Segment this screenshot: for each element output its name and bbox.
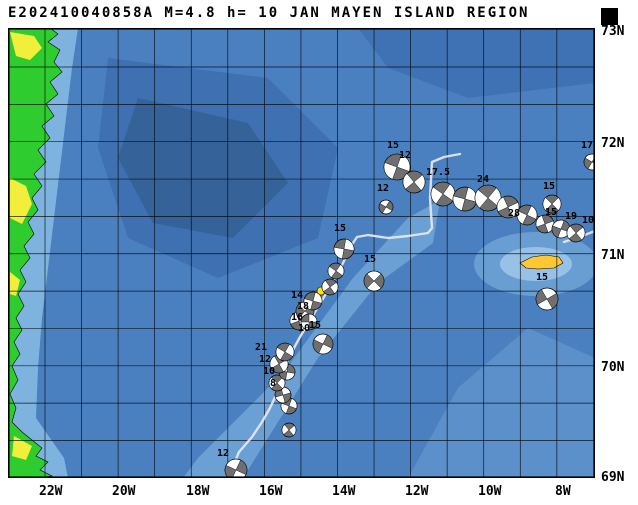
beachball-quadrants [474,187,502,209]
lat-label: 70N [601,360,625,375]
land-highland-patch [10,272,20,296]
beachball-quadrants [321,280,339,294]
land-highland-patch [10,32,42,60]
map-frame: 12 15 15 15 12 15 17.5 24 28 15 15 19 10 17 15 12 21 12 10… [8,28,595,478]
lon-label: 14W [332,484,356,499]
beachball [327,262,345,280]
beachball [224,458,248,478]
beachball [312,333,334,355]
depth-label: 15 [334,223,346,234]
beachball [516,204,538,226]
depth-label: 10 [582,215,594,226]
beachball [535,214,555,234]
depth-label: 28 [508,208,520,219]
lat-label: 72N [601,136,625,151]
map-border [8,28,595,478]
beachball-quadrants [535,289,559,309]
deep-basin-north [358,28,595,98]
beachball [474,184,502,212]
beachball-quadrants [327,264,345,278]
beachball-quadrants [280,398,298,414]
beachball [583,153,595,171]
beachball-quadrants [402,173,426,191]
depth-label: 15 [536,272,548,283]
lon-label: 16W [259,484,283,499]
lat-label: 69N [601,470,625,485]
ridge-shallow-band [183,200,440,478]
lon-label: 22W [39,484,63,499]
beachball-quadrants [383,154,411,180]
beachball-quadrants [333,238,355,260]
lat-label: 71N [601,248,625,263]
depth-label: 12 [217,448,229,459]
depth-label: 12 [377,183,389,194]
depth-label: 15 [309,320,321,331]
beachball-quadrants [583,154,595,170]
depth-label: 15 [364,254,376,265]
depth-label: 10 [263,366,275,377]
lat-label: 73N [601,24,625,39]
beachball-quadrants [224,459,248,478]
beachball-quadrants [566,225,586,241]
beachball [542,194,562,214]
jan-mayen-island [519,254,564,270]
beachball-quadrants [281,424,297,436]
lon-label: 10W [478,484,502,499]
beachball [383,153,411,181]
depth-label: 24 [477,174,489,185]
lon-label: 8W [555,484,571,499]
beachball [378,199,394,215]
beachball-quadrants [363,273,385,289]
beachball-quadrants [542,197,562,211]
beachball-quadrants [303,292,323,310]
land-highland-patch [12,436,32,460]
beachball-quadrants [378,200,394,214]
beachball [281,422,297,438]
beachball [535,287,559,311]
land-highland-patch [10,178,32,224]
lon-label: 20W [112,484,136,499]
depth-label: 15 [545,207,557,218]
beachball [496,195,520,219]
depth-label: 8 [270,378,276,389]
beachball [551,219,571,239]
depth-label: 15 [543,181,555,192]
beachball [275,342,295,362]
depth-label: 17 [581,140,593,151]
longitude-axis: 22W 20W 18W 16W 14W 12W 10W 8W [8,484,608,504]
beachball [321,278,339,296]
beachball-quadrants [516,205,538,225]
beachball-quadrants [312,334,334,354]
depth-label: 14 [291,290,303,301]
depth-label: 12 [399,150,411,161]
depth-label: 15 [387,140,399,151]
beachball [333,238,355,260]
depth-label: 10 [298,323,310,334]
beachball-quadrants [275,343,295,361]
depth-label: 16 [291,312,303,323]
depth-label: 17.5 [426,167,450,178]
beachball [363,270,385,292]
lon-label: 18W [186,484,210,499]
depth-label: 12 [259,354,271,365]
depth-label: 19 [565,211,577,222]
depth-label: 21 [255,342,267,353]
lon-label: 12W [405,484,429,499]
depth-label: 18 [297,301,309,312]
beachball [402,170,426,194]
page-title: E202410040858A M=4.8 h= 10 JAN MAYEN ISL… [8,5,530,21]
beachball-quadrants [300,313,318,331]
corner-square-marker [601,8,618,25]
beachball [300,313,318,331]
deep-basin-core [118,98,288,238]
latitude-axis: 73N 72N 71N 70N 69N [601,0,638,505]
beachball [303,291,323,311]
beachball [566,223,586,243]
greenland-coastline [8,28,63,478]
